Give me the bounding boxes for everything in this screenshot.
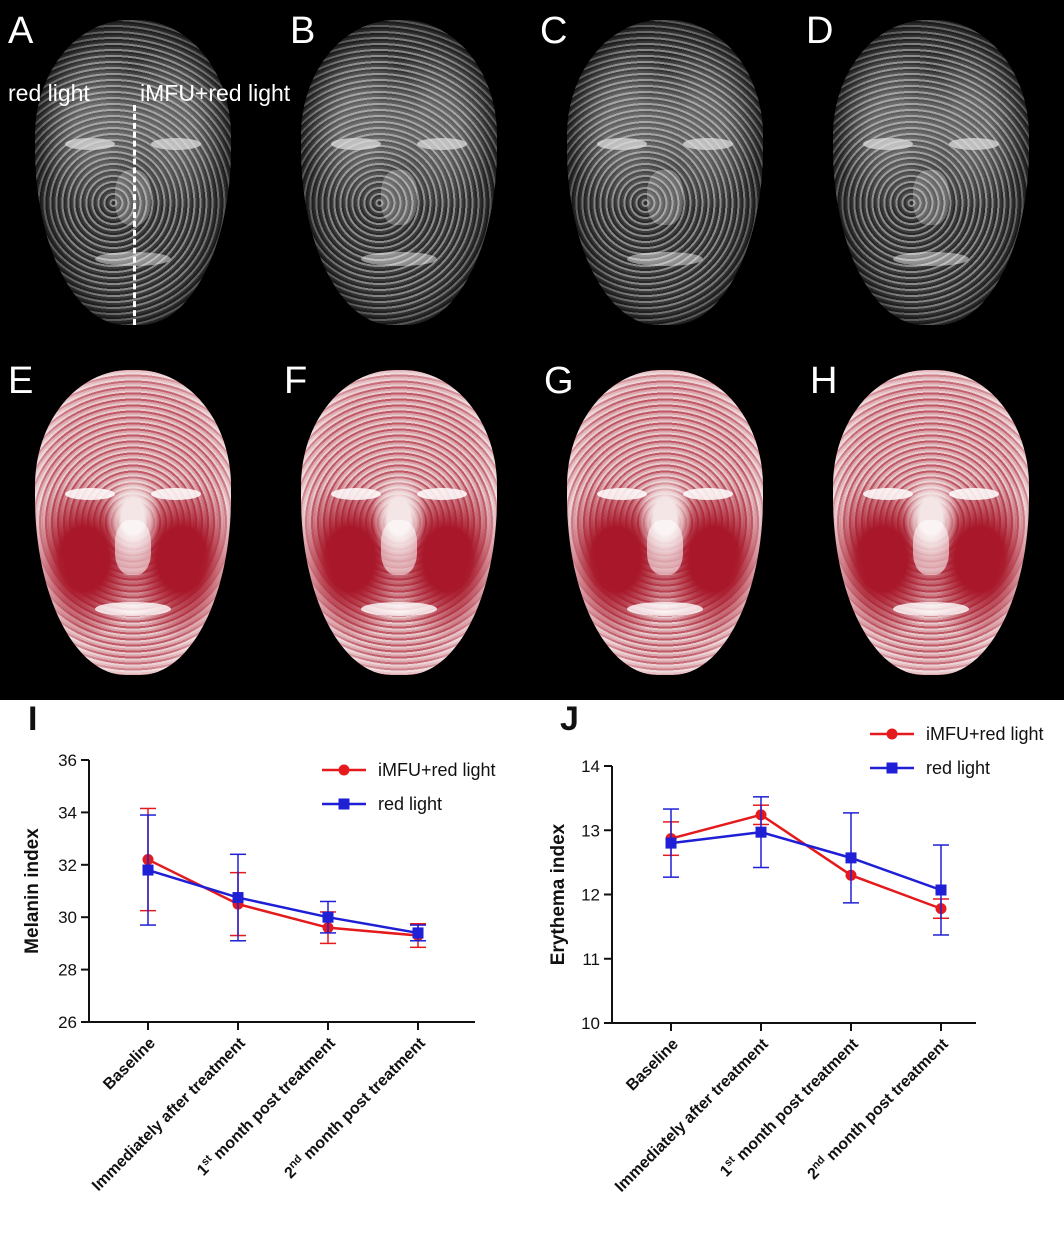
split-face-divider bbox=[133, 105, 136, 325]
y-tick-label: 14 bbox=[581, 757, 600, 776]
y-tick-label: 30 bbox=[58, 908, 77, 927]
legend-marker bbox=[886, 728, 898, 740]
legend-marker bbox=[338, 798, 350, 810]
legend-label: red light bbox=[378, 794, 442, 814]
panel-e: E bbox=[0, 350, 266, 700]
chart-label-i: I bbox=[28, 700, 38, 738]
series-line bbox=[147, 868, 419, 935]
y-tick-label: 34 bbox=[58, 803, 77, 822]
face-image-b bbox=[301, 20, 497, 325]
panel-g: G bbox=[532, 350, 798, 700]
panel-label-f: F bbox=[284, 360, 308, 402]
data-point bbox=[845, 852, 857, 864]
legend-marker bbox=[338, 764, 350, 776]
panel-d: D bbox=[798, 0, 1064, 350]
x-tick-label: Immediately after treatment bbox=[89, 1034, 249, 1194]
data-point bbox=[232, 892, 244, 904]
face-image-c bbox=[567, 20, 763, 325]
face-image-h bbox=[833, 370, 1029, 675]
annotation-imfu-red-light: iMFU+red light bbox=[140, 80, 291, 106]
y-tick-label: 36 bbox=[58, 751, 77, 770]
series-line bbox=[670, 813, 942, 910]
chart-label-j: J bbox=[560, 700, 579, 738]
panel-label-c: C bbox=[540, 10, 568, 52]
legend-label: iMFU+red light bbox=[378, 760, 496, 780]
legend-label: red light bbox=[926, 758, 990, 778]
panel-label-b: B bbox=[290, 10, 316, 52]
x-tick-label: 2nd month post treatment bbox=[280, 1033, 429, 1182]
panel-label-d: D bbox=[806, 10, 834, 52]
data-point bbox=[755, 826, 767, 838]
panel-f: F bbox=[266, 350, 532, 700]
panel-label-h: H bbox=[810, 360, 838, 402]
panel-c: C bbox=[532, 0, 798, 350]
face-image-f bbox=[301, 370, 497, 675]
erythema-index-chart: 10 11 12 13 14 Erythema index BaselineImmediat… bbox=[548, 724, 1044, 1196]
y-tick-label: 13 bbox=[581, 821, 600, 840]
data-point bbox=[322, 911, 334, 923]
data-point bbox=[142, 864, 154, 876]
x-tick-label: Baseline bbox=[623, 1036, 682, 1095]
legend-marker bbox=[886, 762, 898, 774]
y-tick-label: 32 bbox=[58, 856, 77, 875]
y-tick-label: 28 bbox=[58, 961, 77, 980]
face-image-g bbox=[567, 370, 763, 675]
series-line bbox=[670, 830, 942, 892]
y-tick-label: 11 bbox=[582, 950, 600, 969]
annotation-red-light: red light bbox=[8, 80, 90, 106]
face-image-d bbox=[833, 20, 1029, 325]
panel-label-e: E bbox=[8, 360, 34, 402]
face-image-e bbox=[35, 370, 231, 675]
data-point bbox=[935, 884, 947, 896]
x-tick-label: Baseline bbox=[100, 1035, 159, 1094]
data-point bbox=[412, 927, 424, 939]
y-tick-label: 12 bbox=[581, 886, 600, 905]
x-tick-label: 2nd month post treatment bbox=[803, 1034, 952, 1183]
melanin-index-chart: 26 28 30 32 34 36 Melanin index BaselineImmedia… bbox=[22, 751, 496, 1195]
facial-image-grid: A B C D E F G bbox=[0, 0, 1064, 700]
y-tick-label: 10 bbox=[581, 1014, 600, 1033]
series-line bbox=[147, 858, 419, 937]
legend-label: iMFU+red light bbox=[926, 724, 1044, 744]
data-point bbox=[665, 837, 677, 849]
panel-h: H bbox=[798, 350, 1064, 700]
y-axis-label: Melanin index bbox=[22, 828, 43, 954]
y-tick-label: 26 bbox=[58, 1013, 77, 1032]
panel-b: B bbox=[266, 0, 532, 350]
y-axis-label: Erythema index bbox=[548, 823, 569, 965]
panel-label-g: G bbox=[544, 360, 574, 402]
panel-label-a: A bbox=[8, 10, 34, 52]
x-tick-label: Immediately after treatment bbox=[612, 1035, 772, 1195]
